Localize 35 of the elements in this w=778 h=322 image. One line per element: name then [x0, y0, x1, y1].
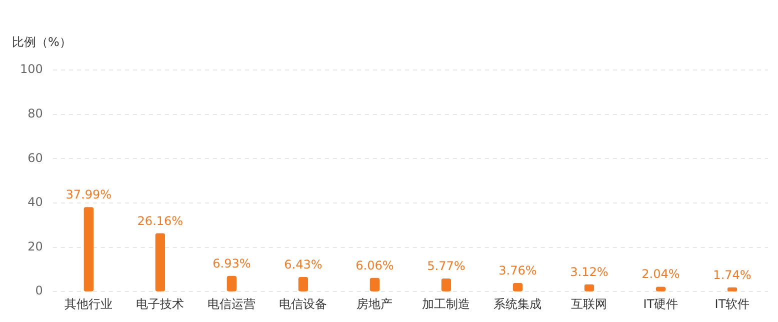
x-tick-label: 互联网: [571, 296, 608, 311]
x-tick-label: 电信设备: [279, 296, 328, 311]
x-tick-label: 加工制造: [422, 296, 470, 311]
x-tick-label: 其他行业: [64, 296, 113, 311]
bar: [512, 282, 523, 292]
data-label: 6.43%: [284, 257, 322, 272]
data-label: 6.06%: [356, 258, 394, 272]
bar: [298, 277, 308, 292]
bar: [441, 278, 452, 292]
y-axis-title: 比例（%）: [12, 34, 72, 51]
x-tick-label: 电子技术: [136, 296, 184, 311]
y-tick-label: 100: [20, 62, 43, 76]
data-label: 26.16%: [137, 214, 184, 228]
bar: [226, 276, 237, 292]
data-label: 5.77%: [427, 258, 466, 273]
data-label: 1.74%: [713, 268, 752, 282]
y-tick-label: 40: [28, 195, 43, 210]
x-tick-label: IT软件: [714, 296, 750, 311]
data-label: 3.12%: [570, 264, 608, 279]
y-tick-label: 60: [28, 150, 43, 165]
x-tick-label: 系统集成: [494, 296, 542, 311]
x-tick-label: 房地产: [356, 296, 393, 311]
y-tick-label: 20: [28, 239, 43, 254]
x-tick-label: 电信运营: [208, 296, 256, 311]
data-label: 37.99%: [66, 188, 112, 202]
bar: [584, 284, 594, 292]
y-tick-label: 80: [28, 106, 43, 120]
bar: [370, 278, 380, 292]
data-label: 2.04%: [642, 267, 680, 282]
x-tick-label: IT硬件: [643, 296, 678, 311]
y-tick-label: 0: [35, 284, 43, 298]
bar: [84, 207, 94, 292]
data-label: 3.76%: [498, 263, 537, 278]
data-label: 6.93%: [212, 256, 251, 270]
bar: [155, 233, 165, 292]
